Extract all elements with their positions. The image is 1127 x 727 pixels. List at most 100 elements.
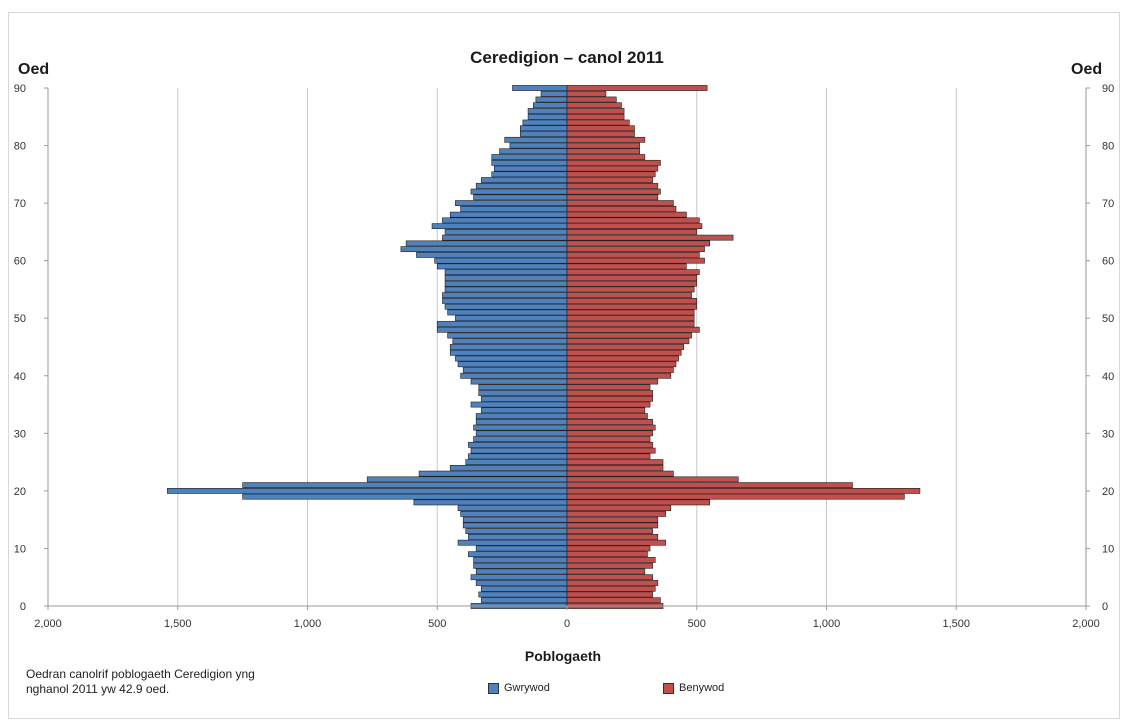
bar-male-age-29 [473,436,568,442]
bar-female-age-35 [566,401,651,408]
y-tick-label-right: 20 [1102,486,1114,498]
bar-female-age-4 [566,580,659,586]
bar-female-age-66 [566,223,703,230]
bar-female-age-15 [566,516,659,523]
bar-male-age-44 [449,349,568,356]
bar-female-age-69 [566,205,677,212]
bar-male-age-5 [470,574,568,581]
bar-female-age-42 [566,361,677,368]
y-tick-label-left: 80 [14,141,26,153]
bar-male-age-34 [481,407,568,414]
bar-female-age-13 [566,528,653,535]
y-tick-label-right: 80 [1102,141,1114,153]
bar-male-age-85 [527,113,568,120]
bar-male-age-31 [473,424,568,431]
bar-female-age-43 [566,355,679,362]
bar-male-age-43 [455,355,568,362]
bar-female-age-52 [566,303,698,310]
y-tick-label-right: 40 [1102,371,1114,383]
bar-female-age-63 [566,240,711,247]
bar-male-age-62 [400,246,568,253]
bar-female-age-53 [566,298,698,304]
y-tick-label-left: 60 [14,256,26,268]
bar-female-age-73 [566,182,659,189]
bar-male-age-78 [491,154,568,160]
bar-female-age-26 [566,453,651,460]
bar-female-age-5 [566,574,653,581]
bar-male-age-17 [457,505,568,512]
bar-female-age-2 [566,591,653,598]
bar-female-age-90 [566,85,708,91]
bar-female-age-34 [566,407,646,414]
bar-female-age-65 [566,229,698,235]
y-tick-label-left: 0 [20,601,26,613]
bar-male-age-76 [494,165,568,172]
bar-female-age-68 [566,211,687,218]
bar-female-age-59 [566,263,687,270]
y-tick-label-left: 30 [14,428,26,440]
bar-male-age-49 [436,321,568,327]
bar-male-age-47 [447,332,568,339]
bar-female-age-84 [566,119,630,126]
bar-female-age-39 [566,378,659,385]
bar-female-age-82 [566,131,635,137]
bar-male-age-82 [519,131,568,137]
bar-male-age-35 [470,401,568,408]
x-tick-label: 2,000 [34,618,62,630]
x-tick-label: 0 [564,618,570,630]
bar-male-age-80 [509,142,568,149]
bar-male-age-14 [462,522,568,529]
bar-female-age-16 [566,511,666,517]
y-axis-label-left: Oed [18,61,49,78]
bar-female-age-8 [566,557,656,563]
y-tick-label-left: 40 [14,371,26,383]
bar-male-age-28 [468,441,568,448]
bar-male-age-75 [491,171,568,178]
y-tick-label-right: 70 [1102,198,1114,210]
bar-female-age-45 [566,344,685,350]
y-tick-label-right: 10 [1102,543,1114,555]
bar-male-age-59 [436,263,568,270]
bar-female-age-86 [566,108,625,114]
y-axis-label-right: Oed [1071,61,1102,78]
bar-female-age-21 [566,482,853,489]
bar-male-age-36 [481,395,568,402]
bar-male-age-87 [532,102,568,109]
y-tick-label-right: 0 [1102,601,1108,613]
legend-swatch-female [663,682,674,694]
bar-female-age-76 [566,165,659,172]
bar-male-age-67 [442,217,568,224]
bar-male-age-2 [478,591,568,598]
bar-female-age-62 [566,246,705,253]
bar-male-age-83 [519,125,568,132]
bar-female-age-18 [566,499,711,506]
bar-male-age-66 [431,223,568,230]
bar-female-age-78 [566,154,646,160]
bar-female-age-9 [566,551,648,558]
bar-male-age-15 [462,516,568,523]
x-tick-label: 500 [688,618,706,630]
bar-female-age-28 [566,441,653,448]
bar-female-age-29 [566,436,651,442]
bar-female-age-32 [566,418,653,425]
bar-female-age-14 [566,522,659,529]
bar-male-age-86 [527,108,568,114]
bar-male-age-21 [242,482,568,489]
x-axis-label: Poblogaeth [525,648,601,664]
bar-female-age-25 [566,459,664,465]
note-line-1: Oedran canolrif poblogaeth Ceredigion yn… [26,667,255,681]
bar-male-age-30 [475,430,568,437]
bar-male-age-9 [468,551,568,558]
bars [167,85,921,609]
bar-male-age-79 [499,148,568,155]
bar-female-age-54 [566,292,692,299]
bar-male-age-6 [475,568,568,575]
bar-female-age-64 [566,234,734,241]
bar-male-age-32 [475,418,568,425]
bar-female-age-88 [566,96,617,103]
y-tick-label-right: 90 [1102,83,1114,95]
bar-female-age-80 [566,142,640,149]
bar-male-age-22 [366,476,568,483]
bar-male-age-27 [470,447,568,454]
